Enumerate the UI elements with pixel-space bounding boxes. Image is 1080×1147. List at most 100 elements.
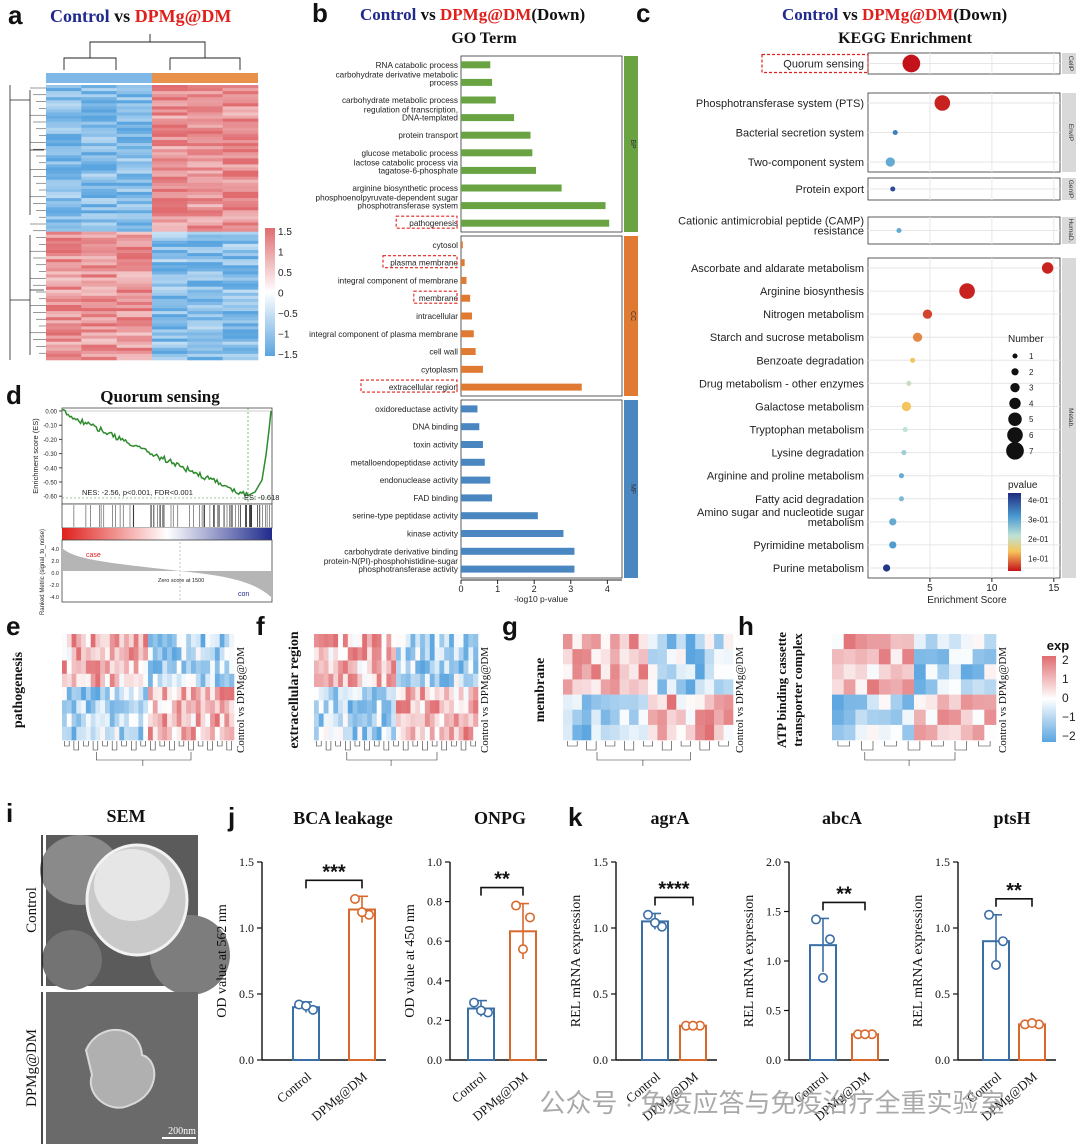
- heatmap-e-cell: [95, 634, 101, 648]
- heatmap-e-cell: [71, 634, 77, 648]
- go-group-name: BP: [629, 139, 636, 149]
- go-bar: [461, 312, 472, 320]
- heatmap-a-cell: [152, 317, 188, 321]
- heatmap-f-cell: [415, 687, 421, 701]
- heatmap-f-cell: [434, 700, 440, 714]
- heatmap-a-cell: [187, 115, 223, 119]
- heatmap-e-cell: [148, 647, 154, 661]
- heatmap-a-cell: [222, 207, 259, 211]
- heatmap-g-cell: [581, 694, 592, 710]
- heatmap-f-cell: [463, 700, 469, 714]
- heatmap-a-cell: [222, 198, 259, 202]
- go-bar: [461, 96, 496, 104]
- heatmap-f-cell: [420, 660, 426, 675]
- heatmap-a-cell: [46, 210, 82, 214]
- onpg-y-tick-label: 0.4: [427, 974, 442, 988]
- heatmap-g-cell: [563, 679, 573, 695]
- heatmap-f-cell: [463, 687, 469, 701]
- kegg-point: [898, 496, 904, 502]
- heatmap-f-cell: [357, 687, 363, 701]
- kegg-size-legend-dot: [1012, 353, 1018, 359]
- heatmap-a-cell: [152, 277, 188, 281]
- heatmap-h-cell: [914, 664, 926, 680]
- heatmap-h-cell: [855, 709, 868, 726]
- go-term-label: carbohydrate derivative metabolic: [336, 70, 458, 79]
- heatmap-a-cell: [187, 274, 223, 278]
- heatmap-a-cell: [116, 170, 153, 174]
- heatmap-h-cell: [902, 709, 915, 726]
- heatmap-a-cell: [152, 265, 188, 269]
- heatmap-g-cell: [648, 664, 658, 680]
- heatmap-h-cell: [914, 694, 926, 710]
- heatmap-f-cell: [468, 673, 474, 688]
- heatmap-a-cell: [81, 256, 117, 260]
- heatmap-e-cell: [181, 713, 187, 728]
- agrA-y-tick-label: 0.5: [593, 987, 608, 1001]
- heatmap-e-cell: [109, 687, 115, 701]
- heatmap-g-cell: [685, 679, 696, 695]
- heatmap-g-cell: [610, 649, 620, 665]
- heatmap-a-cell: [222, 140, 259, 144]
- ptsH-y-tick-label: 1.0: [935, 921, 950, 935]
- heatmap-a-cell: [116, 292, 153, 297]
- heatmap-a-dendrogram: [9, 34, 241, 360]
- heatmap-f-cell: [415, 700, 421, 714]
- kegg-size-legend-title: Number: [1008, 334, 1044, 345]
- heatmap-g-cell: [610, 694, 620, 710]
- heatmap-h-cell: [843, 634, 856, 650]
- heatmap-e-cell: [224, 634, 230, 648]
- heatmap-a-cell: [152, 173, 188, 177]
- heatmap-a-cell: [46, 176, 82, 181]
- heatmap-a-cell: [81, 155, 117, 159]
- heatmap-a-cell: [81, 274, 117, 278]
- heatmap-a-cell: [187, 121, 223, 126]
- bca-y-tick-label: 0.0: [239, 1053, 254, 1067]
- gsea-metric-tick-label: 4.0: [51, 547, 59, 553]
- heatmap-a-colorbar-tick: 1: [278, 248, 284, 259]
- heatmap-a: [46, 85, 259, 361]
- heatmap-a-cell: [152, 329, 188, 333]
- heatmap-a-cell: [222, 295, 259, 300]
- gsea-plot: 0.00-0.10-0.20-0.30-0.40-0.50-0.60Enrich…: [31, 407, 279, 615]
- heatmap-e-cell: [157, 726, 163, 741]
- go-term-label: carbohydrate derivative binding: [344, 547, 458, 556]
- heatmap-e-cell: [85, 673, 91, 688]
- go-term-label: FAD binding: [413, 494, 458, 503]
- panel-label-j: j: [227, 802, 235, 832]
- gsea-rank-gradient: [62, 528, 272, 540]
- heatmap-g-cell: [581, 664, 592, 680]
- heatmap-h-label-line2: transporter complex: [790, 633, 805, 747]
- heatmap-f-cell: [429, 726, 435, 741]
- heatmap-h-cell: [890, 664, 903, 680]
- go-term-label: regulation of transcription,: [364, 106, 458, 115]
- onpg-sig-label: **: [494, 869, 510, 891]
- heatmap-a-cell: [187, 179, 223, 184]
- heatmap-g-cell: [638, 634, 649, 650]
- heatmap-f-cell: [333, 726, 339, 741]
- heatmap-a-cell: [46, 329, 82, 333]
- heatmap-e-cell: [171, 660, 177, 675]
- heatmap-e-cell: [229, 660, 235, 675]
- kegg-group-strip: [1062, 93, 1076, 172]
- go-x-tick-label: 4: [605, 584, 610, 594]
- kegg-group-name: HumaD.: [1067, 219, 1074, 243]
- heatmap-h-cell: [984, 679, 997, 695]
- bca-point: [300, 1000, 311, 1011]
- heatmap-e-cell: [114, 647, 120, 661]
- heatmap-g-cell: [695, 664, 705, 680]
- heatmap-a-cell: [116, 100, 153, 104]
- heatmap-e-cell: [200, 700, 206, 714]
- kegg-term-label: Pyrimidine metabolism: [753, 540, 864, 552]
- heatmap-f-cell: [318, 647, 324, 661]
- go-x-tick-label: 2: [532, 584, 537, 594]
- heatmap-a-cell: [152, 140, 188, 144]
- heatmap-a-cell: [46, 149, 82, 153]
- go-bar: [461, 423, 480, 431]
- heatmap-e-cell: [176, 700, 182, 714]
- heatmap-a-cell: [152, 253, 188, 257]
- go-highlight-box: [382, 255, 458, 269]
- heatmap-a-cell: [116, 289, 153, 294]
- heatmap-a-cell: [152, 130, 188, 135]
- kegg-point: [910, 357, 916, 363]
- heatmap-a-cell: [152, 305, 188, 309]
